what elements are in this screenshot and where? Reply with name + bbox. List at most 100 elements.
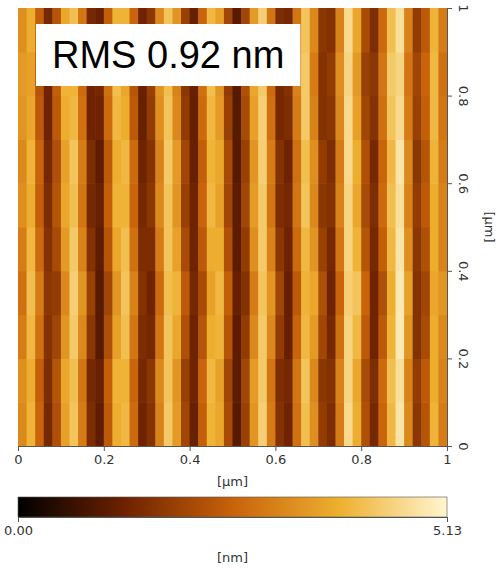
cell [387, 402, 396, 446]
cell [207, 358, 216, 402]
cell [207, 139, 216, 183]
cell [138, 139, 147, 183]
cell [198, 358, 207, 402]
cell [301, 271, 310, 315]
cell [164, 402, 173, 446]
cell [61, 315, 70, 359]
cell [421, 8, 430, 52]
cell [233, 183, 242, 227]
y-tick-mark [447, 271, 452, 272]
cell [258, 402, 267, 446]
cell [344, 139, 353, 183]
cell [258, 358, 267, 402]
cell [164, 358, 173, 402]
cell [172, 227, 181, 271]
x-tick: 1 [443, 446, 451, 467]
cell [293, 402, 302, 446]
cell [396, 271, 405, 315]
x-tick-label: 0 [14, 452, 22, 467]
x-axis-line [19, 447, 448, 452]
cell [378, 227, 387, 271]
cell [318, 8, 327, 52]
cell [318, 402, 327, 446]
cell [335, 227, 344, 271]
cell [404, 139, 413, 183]
cell [18, 8, 27, 52]
cell [241, 402, 250, 446]
cell [361, 183, 370, 227]
cell [353, 315, 362, 359]
cell [69, 183, 78, 227]
cell [164, 183, 173, 227]
cell [275, 96, 284, 140]
cell [112, 183, 121, 227]
cell [404, 183, 413, 227]
cell [301, 52, 310, 96]
cell [104, 358, 113, 402]
cell [327, 271, 336, 315]
cell [87, 402, 96, 446]
cell [87, 96, 96, 140]
cell [396, 183, 405, 227]
cell [95, 227, 104, 271]
cell [353, 183, 362, 227]
cell [361, 52, 370, 96]
x-tick-mark [275, 446, 276, 451]
cell [44, 139, 53, 183]
cell [44, 358, 53, 402]
x-tick-label: 1 [443, 452, 451, 467]
cell [438, 358, 447, 402]
cell [438, 183, 447, 227]
colorbar-tick-mark [447, 517, 448, 522]
cell [78, 139, 87, 183]
cell [378, 139, 387, 183]
cell [44, 271, 53, 315]
cell [361, 96, 370, 140]
x-tick-mark [104, 446, 105, 451]
cell [18, 96, 27, 140]
cell [258, 139, 267, 183]
cell [172, 271, 181, 315]
chart-root: 00.20.40.60.8100.20.40.60.81[μm][μm]RMS … [0, 0, 503, 571]
cell [233, 139, 242, 183]
cell [387, 227, 396, 271]
cell [421, 139, 430, 183]
cell [430, 271, 439, 315]
cell [301, 315, 310, 359]
cell [233, 96, 242, 140]
cell [353, 402, 362, 446]
cell [421, 358, 430, 402]
cell [172, 96, 181, 140]
cell [396, 315, 405, 359]
cell [164, 227, 173, 271]
cell [78, 227, 87, 271]
cell [121, 139, 130, 183]
cell [250, 358, 259, 402]
cell [207, 96, 216, 140]
cell [172, 183, 181, 227]
cell [95, 315, 104, 359]
cell [361, 315, 370, 359]
cell [284, 315, 293, 359]
cell [421, 227, 430, 271]
cell [327, 96, 336, 140]
cell [310, 183, 319, 227]
cell [438, 227, 447, 271]
cell [27, 402, 36, 446]
cell [284, 271, 293, 315]
cell [310, 315, 319, 359]
cell [344, 315, 353, 359]
cell [215, 402, 224, 446]
x-tick-label: 0.8 [351, 452, 372, 467]
y-tick-mark [447, 446, 452, 447]
cell [52, 227, 61, 271]
cell [250, 402, 259, 446]
cell [87, 139, 96, 183]
cell [78, 183, 87, 227]
cell [138, 96, 147, 140]
x-tick-mark [190, 446, 191, 451]
cell [241, 183, 250, 227]
cell [18, 139, 27, 183]
x-tick: 0.4 [180, 446, 201, 467]
cell [27, 52, 36, 96]
